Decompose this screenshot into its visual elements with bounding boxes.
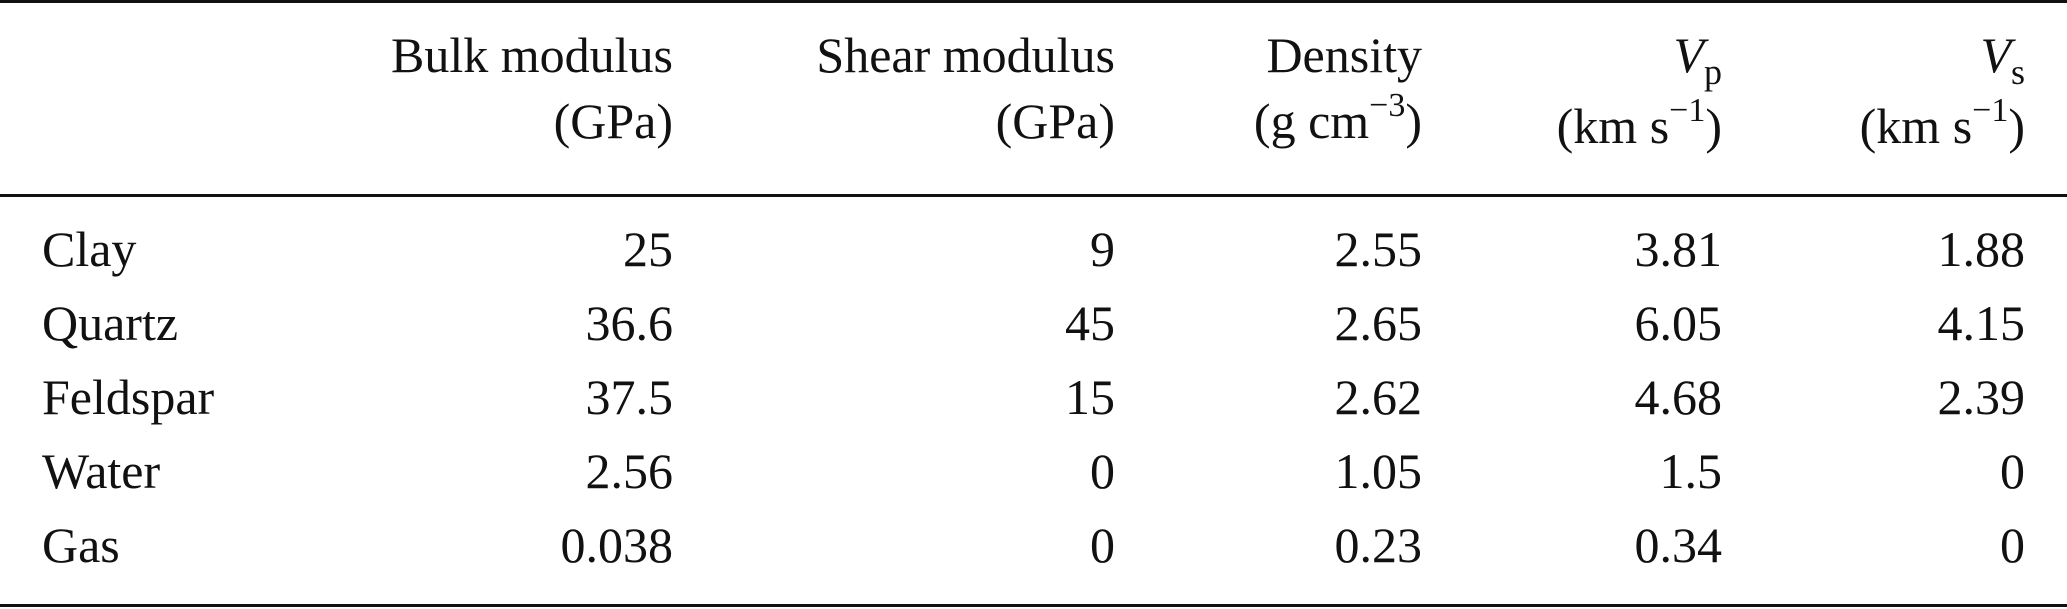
header-vs-name: Vs bbox=[1860, 22, 2025, 93]
header-vp-unit-exp: −1 bbox=[1669, 92, 1706, 130]
cell-shear: 0 bbox=[1090, 443, 1115, 499]
cell-vs: 1.88 bbox=[1937, 221, 2026, 277]
header-density: Density (g cm−3) bbox=[1254, 22, 1422, 154]
cell-bulk: 25 bbox=[623, 221, 673, 277]
cell-shear: 15 bbox=[1065, 369, 1115, 425]
header-vs-sub: s bbox=[2010, 52, 2025, 92]
cell-shear: 45 bbox=[1065, 295, 1115, 351]
table-row: Clay 25 9 2.55 3.81 1.88 bbox=[0, 212, 2067, 286]
top-rule bbox=[0, 0, 2067, 3]
cell-material: Water bbox=[42, 443, 161, 499]
header-density-unit-post: ) bbox=[1405, 93, 1422, 149]
header-bulk-modulus: Bulk modulus (GPa) bbox=[391, 22, 673, 154]
table-row: Quartz 36.6 45 2.65 6.05 4.15 bbox=[0, 286, 2067, 360]
cell-shear: 9 bbox=[1090, 221, 1115, 277]
header-vp-sub: p bbox=[1704, 52, 1722, 92]
cell-vp: 1.5 bbox=[1659, 443, 1723, 499]
header-vp-unit-pre: (km s bbox=[1556, 98, 1670, 154]
cell-bulk: 36.6 bbox=[585, 295, 674, 351]
cell-vp: 6.05 bbox=[1634, 295, 1723, 351]
header-vs-unit-pre: (km s bbox=[1859, 98, 1973, 154]
cell-bulk: 2.56 bbox=[585, 443, 674, 499]
cell-material: Gas bbox=[42, 517, 120, 573]
cell-vs: 4.15 bbox=[1937, 295, 2026, 351]
header-density-unit-pre: (g cm bbox=[1253, 93, 1370, 149]
header-vs-unit-post: ) bbox=[2008, 98, 2025, 154]
header-shear-modulus-unit: (GPa) bbox=[995, 93, 1115, 149]
cell-density: 0.23 bbox=[1334, 517, 1423, 573]
header-bulk-modulus-unit: (GPa) bbox=[553, 93, 673, 149]
cell-density: 1.05 bbox=[1334, 443, 1423, 499]
table-row: Feldspar 37.5 15 2.62 4.68 2.39 bbox=[0, 360, 2067, 434]
cell-bulk: 0.038 bbox=[560, 517, 674, 573]
header-vs-unit: (km s−1) bbox=[1860, 93, 2025, 159]
header-vp-var: V bbox=[1673, 27, 1704, 83]
header-vp-name: Vp bbox=[1557, 22, 1722, 93]
cell-vs: 0 bbox=[2000, 517, 2025, 573]
header-rule bbox=[0, 194, 2067, 197]
cell-material: Feldspar bbox=[42, 369, 215, 425]
cell-vs: 2.39 bbox=[1937, 369, 2026, 425]
cell-bulk: 37.5 bbox=[585, 369, 674, 425]
cell-material: Clay bbox=[42, 221, 137, 277]
cell-vp: 4.68 bbox=[1634, 369, 1723, 425]
cell-vp: 3.81 bbox=[1634, 221, 1723, 277]
header-bulk-modulus-name: Bulk modulus bbox=[391, 27, 673, 83]
header-density-unit-exp: −3 bbox=[1369, 87, 1406, 125]
header-shear-modulus-name: Shear modulus bbox=[816, 27, 1115, 83]
cell-density: 2.55 bbox=[1334, 221, 1423, 277]
table-row: Gas 0.038 0 0.23 0.34 0 bbox=[0, 508, 2067, 582]
cell-vs: 0 bbox=[2000, 443, 2025, 499]
header-vs-unit-exp: −1 bbox=[1972, 92, 2009, 130]
header-vp: Vp (km s−1) bbox=[1557, 22, 1722, 159]
header-density-name: Density bbox=[1266, 27, 1422, 83]
cell-material: Quartz bbox=[42, 295, 179, 351]
header-density-unit: (g cm−3) bbox=[1254, 88, 1422, 154]
bottom-rule bbox=[0, 604, 2067, 607]
cell-shear: 0 bbox=[1090, 517, 1115, 573]
header-vp-unit-post: ) bbox=[1705, 98, 1722, 154]
header-vs: Vs (km s−1) bbox=[1860, 22, 2025, 159]
table-row: Water 2.56 0 1.05 1.5 0 bbox=[0, 434, 2067, 508]
cell-vp: 0.34 bbox=[1634, 517, 1723, 573]
cell-density: 2.65 bbox=[1334, 295, 1423, 351]
header-shear-modulus: Shear modulus (GPa) bbox=[816, 22, 1115, 154]
header-vp-unit: (km s−1) bbox=[1557, 93, 1722, 159]
cell-density: 2.62 bbox=[1334, 369, 1423, 425]
header-vs-var: V bbox=[1980, 27, 2011, 83]
